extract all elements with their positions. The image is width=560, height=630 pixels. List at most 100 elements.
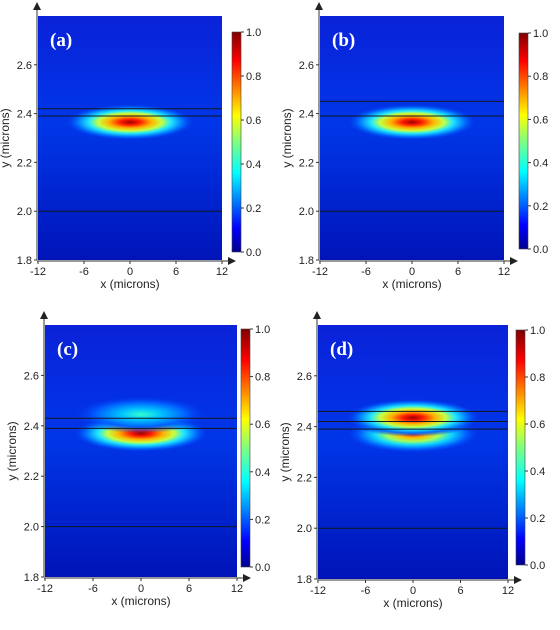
y-tick-label: 2.4 bbox=[299, 109, 314, 121]
panel-label: (d) bbox=[330, 339, 353, 360]
heatmap-panel: 1.8 2.0 2.2 2.4 2.6 -12 -6 0 6 12 x (microns) y (mi… bbox=[0, 2, 261, 291]
field-layer bbox=[71, 395, 211, 453]
y-tick-label: 2.2 bbox=[24, 471, 39, 483]
colorbar-tick-label: 1.0 bbox=[533, 28, 548, 40]
y-axis-arrow bbox=[40, 311, 48, 319]
panel-label: (a) bbox=[50, 30, 72, 51]
colorbar-tick-label: 0.0 bbox=[530, 560, 545, 572]
colorbar-tick-label: 0.2 bbox=[255, 514, 270, 526]
heatmap-panel: 1.8 2.0 2.2 2.4 2.6 -12 -6 0 6 12 x (microns) y (mi… bbox=[5, 311, 270, 608]
y-axis-label: y (microns) bbox=[278, 422, 292, 481]
y-tick-label: 2.6 bbox=[24, 370, 39, 382]
x-tick-label: 12 bbox=[502, 585, 514, 597]
colorbar-tick-label: 0.0 bbox=[246, 247, 261, 259]
colorbar-tick-label: 0.4 bbox=[246, 159, 261, 171]
y-tick-label: 2.6 bbox=[299, 60, 314, 72]
colorbar-tick-label: 0.4 bbox=[255, 467, 270, 479]
y-tick-label: 2.4 bbox=[17, 109, 32, 121]
x-tick-label: 0 bbox=[410, 585, 416, 597]
y-tick-label: 1.8 bbox=[299, 255, 314, 267]
x-tick-label: 12 bbox=[231, 583, 243, 595]
colorbar-tick-label: 0.6 bbox=[533, 114, 548, 126]
colorbar-tick-label: 0.2 bbox=[533, 201, 548, 213]
x-tick-label: -6 bbox=[79, 266, 89, 278]
y-tick-label: 2.4 bbox=[24, 421, 39, 433]
x-tick-label: 12 bbox=[216, 266, 228, 278]
y-axis-arrow bbox=[33, 2, 41, 10]
panel-label: (c) bbox=[57, 339, 78, 360]
y-tick-label: 1.8 bbox=[24, 572, 39, 584]
x-tick-label: 12 bbox=[498, 266, 510, 278]
colorbar-tick-label: 0.4 bbox=[533, 158, 548, 170]
heatmap-panel: 1.8 2.0 2.2 2.4 2.6 -12 -6 0 6 12 x (microns) y (mi… bbox=[278, 311, 545, 610]
x-tick-label: 0 bbox=[409, 266, 415, 278]
colorbar-tick-label: 0.8 bbox=[255, 372, 270, 384]
x-tick-label: -6 bbox=[361, 585, 371, 597]
colorbar-tick-label: 0.2 bbox=[246, 203, 261, 215]
y-tick-label: 1.8 bbox=[17, 255, 32, 267]
y-tick-label: 1.8 bbox=[297, 574, 312, 586]
colorbar-tick-label: 0.0 bbox=[533, 244, 548, 256]
colorbar bbox=[240, 328, 251, 568]
y-tick-label: 2.2 bbox=[17, 157, 32, 169]
colorbar-tick-label: 0.8 bbox=[246, 71, 261, 83]
mode-lobe bbox=[63, 103, 197, 141]
colorbar bbox=[231, 31, 242, 253]
x-tick-label: 0 bbox=[138, 583, 144, 595]
panel-label: (b) bbox=[332, 30, 355, 51]
field-layer bbox=[63, 103, 197, 141]
x-tick-label: -12 bbox=[30, 266, 46, 278]
colorbar-tick-label: 0.6 bbox=[255, 419, 270, 431]
colorbar-tick-label: 0.0 bbox=[255, 562, 270, 574]
x-tick-label: -12 bbox=[312, 266, 328, 278]
x-axis-arrow bbox=[510, 257, 518, 265]
x-axis-label: x (microns) bbox=[383, 596, 442, 610]
colorbar-tick-label: 0.2 bbox=[530, 513, 545, 525]
x-axis-label: x (microns) bbox=[382, 277, 441, 291]
field-layer bbox=[344, 398, 482, 454]
y-tick-label: 2.0 bbox=[299, 206, 314, 218]
y-tick-label: 2.0 bbox=[17, 206, 32, 218]
y-tick-label: 2.2 bbox=[297, 472, 312, 484]
y-tick-label: 2.6 bbox=[297, 371, 312, 383]
x-axis-arrow bbox=[228, 257, 236, 265]
y-axis-arrow bbox=[313, 311, 321, 319]
colorbar-tick-label: 0.4 bbox=[530, 466, 545, 478]
x-tick-label: 0 bbox=[127, 266, 133, 278]
x-axis-arrow bbox=[514, 576, 522, 584]
x-tick-label: 6 bbox=[173, 266, 179, 278]
y-axis-label: y (microns) bbox=[5, 421, 19, 480]
x-tick-label: -6 bbox=[88, 583, 98, 595]
x-tick-label: 6 bbox=[186, 583, 192, 595]
x-tick-label: -6 bbox=[361, 266, 371, 278]
y-axis-label: y (microns) bbox=[280, 108, 294, 167]
y-tick-label: 2.6 bbox=[17, 60, 32, 72]
x-tick-label: -12 bbox=[37, 583, 53, 595]
y-tick-label: 2.0 bbox=[24, 522, 39, 534]
colorbar-tick-label: 0.6 bbox=[530, 419, 545, 431]
y-tick-label: 2.2 bbox=[299, 157, 314, 169]
mode-lobe bbox=[344, 398, 482, 437]
y-tick-label: 2.4 bbox=[297, 422, 312, 434]
field-layer bbox=[345, 103, 479, 141]
y-axis-label: y (microns) bbox=[0, 108, 12, 167]
mode-lobe bbox=[345, 103, 479, 141]
x-axis-arrow bbox=[243, 574, 251, 582]
colorbar-tick-label: 0.6 bbox=[246, 115, 261, 127]
y-tick-label: 2.0 bbox=[297, 523, 312, 535]
x-axis-label: x (microns) bbox=[100, 277, 159, 291]
colorbar-tick-label: 0.8 bbox=[530, 372, 545, 384]
mode-lobe bbox=[71, 395, 211, 434]
colorbar bbox=[518, 32, 529, 250]
x-tick-label: 6 bbox=[455, 266, 461, 278]
colorbar-tick-label: 1.0 bbox=[255, 324, 270, 336]
x-axis-label: x (microns) bbox=[111, 594, 170, 608]
colorbar-tick-label: 1.0 bbox=[530, 325, 545, 337]
colorbar-tick-label: 1.0 bbox=[246, 27, 261, 39]
colorbar bbox=[515, 329, 526, 566]
heatmap-panel: 1.8 2.0 2.2 2.4 2.6 -12 -6 0 6 12 x (microns) y (mi… bbox=[280, 2, 548, 291]
x-tick-label: 6 bbox=[457, 585, 463, 597]
colorbar-tick-label: 0.8 bbox=[533, 71, 548, 83]
y-axis-arrow bbox=[315, 2, 323, 10]
